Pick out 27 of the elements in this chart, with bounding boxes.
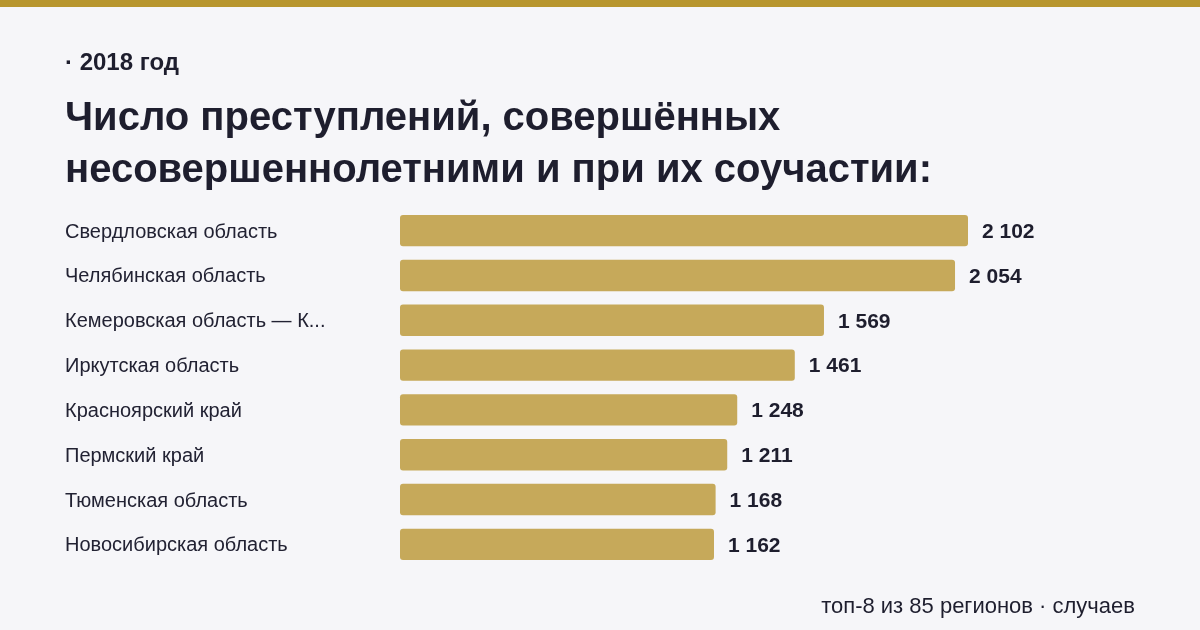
y-tick-label: Тюменская область [65,488,248,511]
chart-title: Число преступлений, совершённых несовершеннолетними и при их соучастии: [65,94,933,190]
y-tick-label: Красноярский край [65,398,242,421]
bar [400,349,795,381]
bar [400,528,714,560]
y-tick-label: Новосибирская область [65,533,288,556]
bar [400,215,968,247]
data-label: 1 461 [808,353,862,377]
data-label: 2 054 [969,263,1022,287]
data-label: 2 102 [982,219,1035,243]
y-tick-label: Кемеровская область — К... [65,309,326,332]
text: · 2018 год [65,48,179,75]
y-tick-label: Пермский край [65,443,205,466]
text: топ-8 из 85 регионов · случаев [821,593,1135,618]
bar [400,483,716,516]
bar [400,439,728,471]
data-label: 1 211 [741,443,793,467]
data-label: 1 168 [729,487,783,511]
bar [400,259,956,292]
bar [400,394,738,426]
data-label: 1 569 [837,308,891,332]
y-tick-label: Свердловская область [65,219,278,242]
data-label: 1 248 [751,398,805,422]
data-label: 1 162 [727,532,781,556]
y-tick-label: Иркутская область [65,354,240,377]
bar [400,304,824,336]
y-tick-label: Челябинская область [65,264,266,287]
